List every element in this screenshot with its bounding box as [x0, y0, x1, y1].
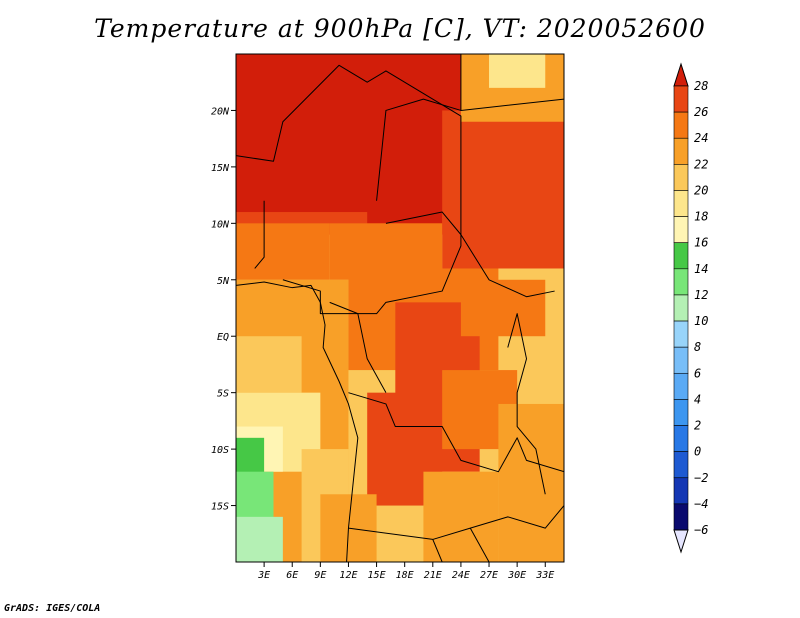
- colorbar-label: 22: [694, 157, 708, 171]
- border-line: [236, 64, 462, 315]
- colorbar-label: −2: [694, 471, 708, 485]
- colorbar-segment: [673, 164, 689, 191]
- border-line: [469, 527, 490, 562]
- colorbar-over-triangle: [673, 62, 689, 87]
- country-borders: [236, 54, 564, 562]
- colorbar-label: −6: [694, 523, 708, 537]
- colorbar-label: 8: [694, 340, 701, 354]
- colorbar-segment: [673, 242, 689, 270]
- colorbar-segment: [673, 190, 689, 217]
- border-line: [376, 98, 462, 201]
- colorbar-segment: [673, 85, 689, 113]
- chart-title: Temperature at 900hPa [C], VT: 202005260…: [94, 14, 706, 43]
- y-tick-label: 10S: [211, 445, 229, 456]
- x-tick-label: 33E: [535, 570, 554, 581]
- y-tick-label: EQ: [217, 332, 229, 343]
- x-tick-label: 3E: [257, 570, 270, 581]
- field-block: [423, 471, 499, 562]
- field-block: [236, 223, 330, 280]
- colorbar-under-triangle: [673, 529, 689, 554]
- colorbar-label: 16: [694, 236, 708, 250]
- temperature-field: [236, 54, 564, 562]
- colorbar-segment: [673, 268, 689, 296]
- colorbar-segment: [673, 320, 689, 348]
- colorbar-segment: [673, 216, 689, 244]
- border-line: [507, 313, 546, 495]
- border-line: [236, 281, 359, 562]
- credit-label: GrADS: IGES/COLA: [4, 603, 101, 614]
- colorbar-segment: [673, 372, 689, 400]
- field-block: [367, 54, 443, 224]
- colorbar-label: 18: [694, 210, 708, 224]
- border-line: [432, 539, 443, 562]
- colorbar-segment: [673, 111, 689, 139]
- colorbar-segment: [673, 425, 689, 452]
- x-tick-label: 9E: [314, 570, 326, 581]
- colorbar-segment: [673, 451, 689, 479]
- border-line: [254, 200, 265, 269]
- colorbar-label: 4: [694, 392, 701, 406]
- x-tick-label: 27E: [480, 570, 498, 581]
- x-tick-label: 30E: [507, 570, 526, 581]
- field-block: [498, 403, 564, 562]
- y-tick-label: 15S: [211, 502, 229, 513]
- colorbar-label: 2: [694, 419, 701, 433]
- x-tick-label: 6E: [286, 570, 298, 581]
- y-tick-label: 15N: [211, 163, 230, 174]
- colorbar-label: 6: [694, 366, 701, 380]
- field-block: [460, 279, 546, 337]
- colorbar-label: 12: [694, 288, 708, 302]
- x-tick-label: 12E: [339, 570, 357, 581]
- x-axis: 3E 6E 9E 12E 15E 18E 21E 24E 27E 30E 33E: [257, 562, 554, 581]
- colorbar-segment: [673, 399, 689, 426]
- y-axis: 20N 15N 10N 5N EQ 5S 10S 15S: [211, 106, 236, 513]
- border-line: [329, 301, 387, 393]
- colorbar-label: 20: [694, 183, 708, 197]
- field-block: [236, 336, 302, 393]
- x-tick-label: 15E: [368, 570, 386, 581]
- x-tick-label: 18E: [396, 570, 414, 581]
- y-tick-label: 10N: [211, 219, 230, 230]
- x-tick-label: 21E: [424, 570, 442, 581]
- colorbar-segment: [673, 477, 689, 505]
- colorbar-segment: [673, 137, 689, 165]
- x-tick-label: 24E: [452, 570, 470, 581]
- colorbar-segment: [673, 294, 689, 322]
- border-line: [385, 211, 555, 298]
- border-line: [348, 392, 564, 473]
- colorbar-label: 24: [694, 131, 708, 145]
- y-tick-label: 5N: [217, 276, 230, 287]
- border-line: [348, 505, 564, 540]
- field-block: [236, 516, 283, 562]
- field-block: [236, 54, 283, 190]
- y-tick-label: 20N: [211, 106, 230, 117]
- colorbar-label: 26: [694, 105, 708, 119]
- colorbar-label: 28: [694, 79, 708, 93]
- colorbar-segment: [673, 346, 689, 374]
- map-frame: [235, 53, 565, 563]
- field-block: [489, 54, 546, 88]
- y-tick-label: 5S: [217, 389, 229, 400]
- colorbar-label: 14: [694, 262, 708, 276]
- colorbar-label: −4: [694, 497, 708, 511]
- field-block: [442, 110, 564, 269]
- colorbar-label: 0: [694, 445, 701, 459]
- colorbar-segment: [673, 503, 689, 531]
- colorbar-label: 10: [694, 314, 708, 328]
